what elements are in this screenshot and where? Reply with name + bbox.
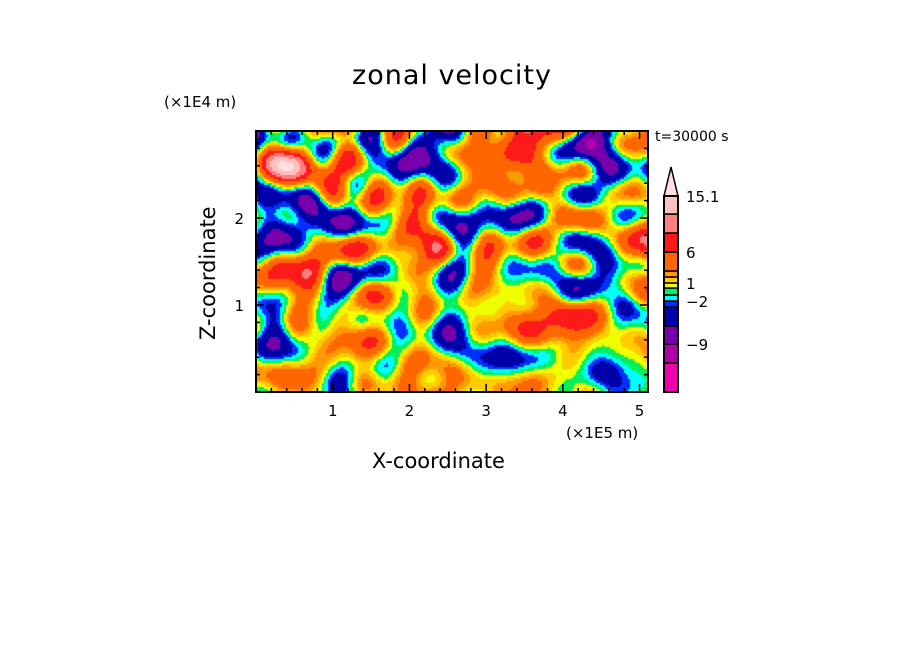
colorbar-segment [663, 362, 679, 393]
colorbar-frame [663, 195, 679, 393]
colorbar-segment [663, 270, 679, 278]
x-axis-label: X-coordinate [372, 449, 505, 473]
x-tick-label: 1 [328, 402, 338, 420]
colorbar-segment [663, 300, 679, 308]
colorbar-segment [663, 213, 679, 234]
x-tick-label: 4 [558, 402, 568, 420]
colorbar-segment [663, 343, 679, 364]
colorbar-label: −9 [686, 336, 708, 354]
x-tick-label: 2 [405, 402, 415, 420]
colorbar-label: 6 [686, 244, 696, 262]
x-tick-label: 5 [635, 402, 645, 420]
plot-frame [255, 130, 649, 393]
colorbar-segment [663, 276, 679, 284]
colorbar-segment [663, 294, 679, 302]
colorbar-segment [663, 232, 679, 253]
colorbar-extend-arrow [663, 166, 679, 197]
x-tick-label: 3 [481, 402, 491, 420]
y-axis-unit: (×1E4 m) [164, 93, 237, 111]
colorbar-segment [663, 287, 679, 296]
colorbar-segment [663, 195, 679, 215]
colorbar-label: 1 [686, 275, 696, 293]
colorbar-segment [663, 251, 679, 272]
colorbar-label: −2 [686, 293, 708, 311]
y-tick-label: 1 [234, 297, 244, 315]
colorbar-segment [663, 306, 679, 327]
y-tick-label: 2 [234, 210, 244, 228]
colorbar-label: 15.1 [686, 188, 719, 206]
contour-field [256, 131, 648, 392]
x-axis-unit: (×1E5 m) [566, 424, 639, 442]
colorbar-segment [663, 325, 679, 345]
chart-title: zonal velocity [352, 60, 552, 91]
time-annotation: t=30000 s [655, 129, 729, 145]
